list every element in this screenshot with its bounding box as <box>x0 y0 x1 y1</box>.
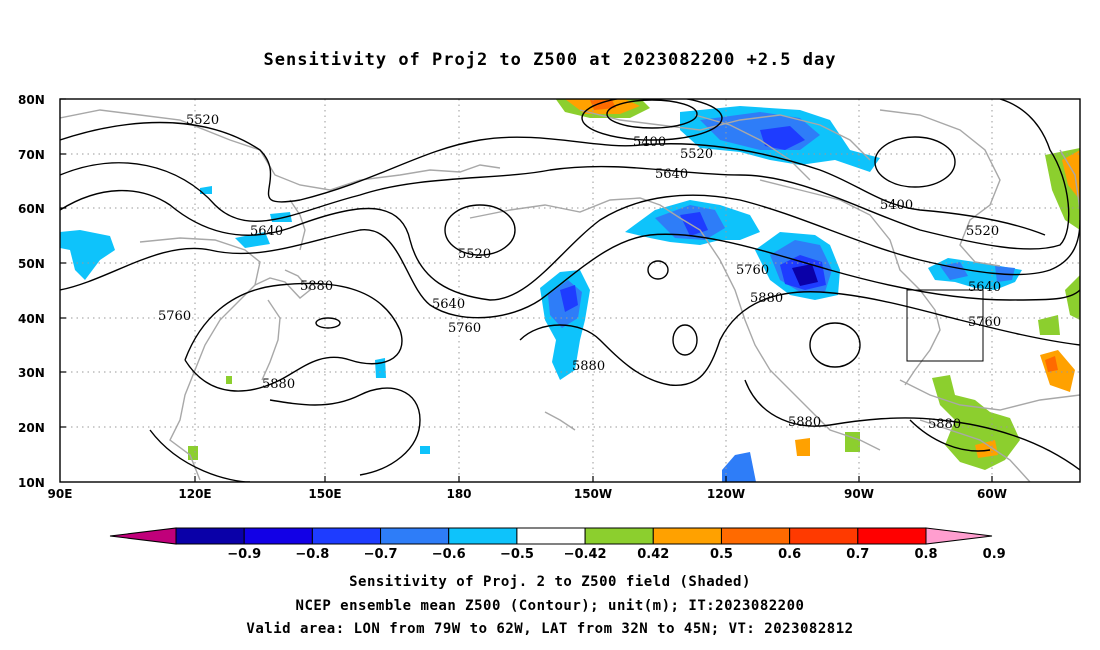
colorbar-low-arrow <box>109 527 177 545</box>
lon-label: 150E <box>308 487 341 501</box>
lat-label: 60N <box>18 202 45 216</box>
contour-label: 5880 <box>262 377 295 392</box>
lon-label: 120W <box>707 487 745 501</box>
grid-lines <box>60 99 1080 482</box>
contour-label: 5640 <box>250 224 283 239</box>
colorbar-label: −0.6 <box>432 547 466 562</box>
colorbar-segment <box>448 527 518 545</box>
contour-label: 5520 <box>458 247 491 262</box>
axis-ticks <box>60 98 993 482</box>
contour-label: 5640 <box>432 297 465 312</box>
colorbar: −0.9 −0.8 −0.7 −0.6 −0.5 −0.42 0.42 0.5 0.6 0.7 0.… <box>109 527 1006 562</box>
caption-line-3: Valid area: LON from 79W to 62W, LAT fro… <box>246 621 854 637</box>
lon-label: 90E <box>48 487 73 501</box>
shade-w-asia <box>60 230 115 280</box>
contour-label: 5880 <box>928 417 961 432</box>
colorbar-segment <box>652 527 722 545</box>
contour-label: 5760 <box>158 309 191 324</box>
caption-line-1: Sensitivity of Proj. 2 to Z500 field (Sh… <box>349 574 751 590</box>
valid-area-box <box>906 289 984 362</box>
contour-label: 5640 <box>655 167 688 182</box>
lon-label: 90W <box>844 487 874 501</box>
contour-label: 5760 <box>448 321 481 336</box>
lat-label: 50N <box>18 257 45 271</box>
colorbar-label: 0.42 <box>637 547 669 562</box>
lat-label: 70N <box>18 148 45 162</box>
z500-contours <box>60 99 1080 482</box>
colorbar-high-arrow <box>925 527 993 545</box>
contour-label: 5880 <box>750 291 783 306</box>
contour-label: 5520 <box>186 113 219 128</box>
contour-label: 5520 <box>966 224 999 239</box>
latitude-labels: 80N 70N 60N 50N 40N 30N 20N 10N <box>18 93 45 490</box>
colorbar-label: −0.42 <box>564 547 607 562</box>
lon-label: 180 <box>446 487 471 501</box>
longitude-labels: 90E 120E 150E 180 150W 120W 90W 60W <box>48 487 1007 501</box>
shade-arctic-red <box>590 100 616 110</box>
contour-label: 5640 <box>968 280 1001 295</box>
lon-label: 150W <box>574 487 612 501</box>
colorbar-label: 0.5 <box>710 547 733 562</box>
colorbar-segment <box>243 527 313 545</box>
colorbar-segment <box>789 527 859 545</box>
colorbar-segment <box>516 527 586 545</box>
contour-label: 5880 <box>788 415 821 430</box>
colorbar-label: −0.5 <box>500 547 534 562</box>
lon-label: 60W <box>977 487 1007 501</box>
colorbar-segment <box>311 527 382 545</box>
caption-line-2: NCEP ensemble mean Z500 (Contour); unit(… <box>295 598 805 614</box>
lat-label: 10N <box>18 476 45 490</box>
shade-caribbean <box>932 375 1020 470</box>
colorbar-segment <box>857 527 927 545</box>
lon-label: 120E <box>178 487 211 501</box>
colorbar-label: 0.9 <box>983 547 1006 562</box>
contour-label: 5400 <box>880 198 913 213</box>
contour-label: 5400 <box>633 135 666 150</box>
lat-label: 20N <box>18 421 45 435</box>
map-frame <box>59 98 1081 483</box>
colorbar-label: 0.6 <box>778 547 801 562</box>
contour-label: 5520 <box>680 147 713 162</box>
colorbar-label: −0.9 <box>227 547 261 562</box>
colorbar-label: −0.7 <box>364 547 398 562</box>
lat-label: 30N <box>18 366 45 380</box>
contour-label: 5760 <box>736 263 769 278</box>
colorbar-segment <box>720 527 791 545</box>
contour-label: 5880 <box>300 279 333 294</box>
colorbar-label: −0.8 <box>295 547 329 562</box>
contour-label: 5880 <box>572 359 605 374</box>
colorbar-segment <box>584 527 654 545</box>
map-title: Sensitivity of Proj2 to Z500 at 20230822… <box>263 50 837 70</box>
colorbar-segment <box>175 527 245 545</box>
contour-label: 5760 <box>968 315 1001 330</box>
coastlines <box>60 109 1080 482</box>
colorbar-label: 0.8 <box>914 547 937 562</box>
colorbar-segment <box>380 527 450 545</box>
colorbar-label: 0.7 <box>846 547 869 562</box>
contour-label-group: 5520 5400 5520 5640 5640 5520 5400 5520 … <box>158 113 1001 432</box>
lat-label: 40N <box>18 312 45 326</box>
lat-label: 80N <box>18 93 45 107</box>
